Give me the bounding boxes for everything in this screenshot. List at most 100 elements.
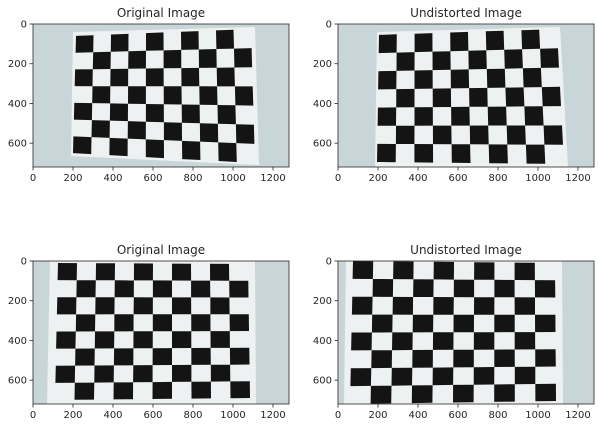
- board-square: [57, 263, 77, 281]
- board-square: [216, 67, 235, 87]
- board-square: [199, 86, 218, 105]
- board-square: [56, 331, 76, 349]
- board-square: [541, 86, 561, 107]
- board-square: [474, 262, 495, 280]
- board-square: [450, 69, 470, 89]
- x-tick-label: 800: [183, 410, 202, 421]
- board-square: [377, 143, 396, 163]
- board-square: [230, 381, 250, 399]
- board-square: [453, 279, 475, 298]
- y-tick-label: 0: [21, 257, 27, 268]
- board-square: [75, 348, 95, 366]
- board-square: [371, 314, 393, 333]
- board-square: [152, 314, 172, 332]
- board-square: [521, 29, 541, 50]
- x-tick-label: 600: [448, 410, 467, 421]
- board-square: [234, 48, 253, 68]
- x-tick-label: 600: [143, 173, 162, 184]
- board-square: [75, 314, 96, 332]
- board-square: [474, 297, 495, 315]
- board-square: [522, 67, 542, 88]
- x-tick-label: 200: [63, 410, 82, 421]
- board-square: [411, 385, 433, 404]
- board-square: [56, 297, 77, 315]
- board-square: [494, 314, 515, 333]
- board-square: [109, 103, 128, 122]
- board-square: [210, 331, 230, 348]
- board-square: [396, 52, 415, 71]
- board-square: [229, 314, 249, 332]
- y-tick-label: 200: [8, 296, 27, 307]
- board-square: [210, 263, 230, 281]
- board-square: [234, 86, 254, 106]
- board-square: [210, 364, 231, 382]
- board-square: [74, 69, 93, 87]
- board-square: [488, 144, 508, 164]
- board-square: [191, 280, 211, 298]
- chessboard-image: [338, 261, 594, 404]
- y-tick-label: 400: [313, 336, 332, 347]
- axes-frame: [337, 23, 595, 168]
- x-tick-label: 1000: [525, 410, 550, 421]
- board-square: [396, 88, 415, 108]
- board-square: [414, 33, 433, 53]
- board-square: [494, 384, 515, 402]
- board-square: [486, 68, 506, 88]
- board-square: [133, 297, 153, 315]
- y-tick-label: 600: [313, 376, 332, 387]
- board-square: [199, 123, 219, 143]
- board-square: [181, 67, 200, 87]
- x-tick-label: 400: [103, 173, 122, 184]
- x-tick-label: 1200: [565, 173, 590, 184]
- board-square: [414, 107, 433, 126]
- board-square: [350, 368, 372, 387]
- board-square: [94, 331, 115, 349]
- board-square: [182, 140, 201, 160]
- board-square: [524, 106, 544, 126]
- board-square: [393, 261, 414, 280]
- board-square: [152, 381, 172, 399]
- x-tick-label: 200: [368, 410, 387, 421]
- x-tick-label: 200: [368, 173, 387, 184]
- board-square: [432, 125, 452, 145]
- board-square: [514, 366, 536, 385]
- board-square: [73, 136, 92, 155]
- axes-frame: [32, 23, 290, 168]
- board-square: [133, 263, 153, 281]
- x-tick-label: 600: [143, 410, 162, 421]
- x-tick-label: 0: [335, 173, 341, 184]
- chessboard-image: [33, 24, 289, 167]
- board-square: [473, 367, 495, 385]
- board-square: [145, 139, 164, 159]
- board-square: [392, 332, 413, 351]
- board-square: [469, 87, 488, 107]
- board-square: [145, 68, 164, 87]
- y-tick-label: 400: [313, 99, 332, 110]
- board-square: [540, 48, 559, 68]
- board-square: [181, 31, 199, 50]
- x-tick-label: 1200: [260, 173, 285, 184]
- board-square: [198, 49, 217, 68]
- x-tick-label: 1200: [260, 410, 285, 421]
- x-tick-label: 0: [30, 173, 36, 184]
- y-tick-label: 400: [8, 336, 27, 347]
- x-tick-label: 0: [30, 410, 36, 421]
- board-square: [469, 125, 489, 145]
- subplot-2: Undistorted Image 0 200 400 600 800 1000 1200 0 2…: [313, 6, 595, 184]
- board-square: [412, 314, 434, 333]
- x-tick-label: 0: [335, 410, 341, 421]
- board-square: [504, 49, 523, 69]
- x-tick-label: 800: [488, 173, 507, 184]
- x-tick-label: 400: [103, 410, 122, 421]
- board-square: [229, 347, 250, 365]
- board-square: [128, 50, 146, 69]
- board-square: [494, 349, 515, 367]
- board-square: [235, 124, 255, 144]
- board-square: [181, 104, 200, 124]
- board-square: [172, 364, 192, 382]
- y-tick-label: 600: [8, 139, 27, 150]
- board-square: [534, 280, 556, 298]
- board-square: [494, 279, 515, 298]
